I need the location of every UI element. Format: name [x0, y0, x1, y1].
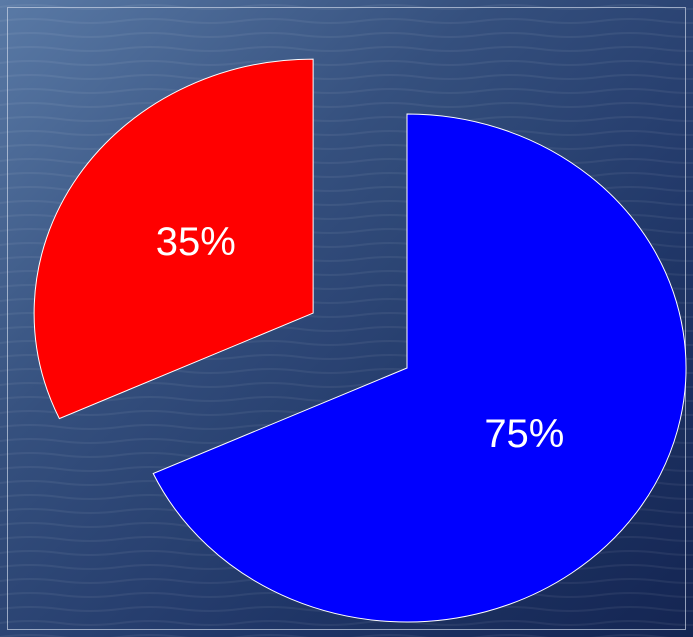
pie-slice	[33, 58, 314, 420]
frame	[7, 7, 686, 630]
pie: 75% 35%	[33, 58, 687, 623]
data-label: 35%	[156, 220, 236, 264]
pie-slice	[152, 113, 687, 623]
data-label: 75%	[484, 412, 564, 456]
